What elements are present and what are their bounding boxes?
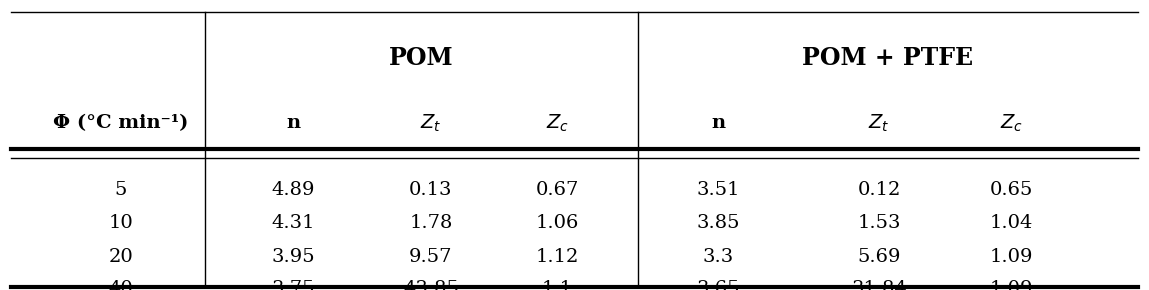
- Text: $Z_c$: $Z_c$: [1000, 113, 1023, 134]
- Text: 0.65: 0.65: [989, 181, 1033, 199]
- Text: 0.12: 0.12: [857, 181, 901, 199]
- Text: $Z_t$: $Z_t$: [869, 113, 889, 134]
- Text: 1.09: 1.09: [989, 280, 1033, 290]
- Text: 5.69: 5.69: [857, 248, 901, 266]
- Text: 1.12: 1.12: [535, 248, 579, 266]
- Text: 5: 5: [115, 181, 126, 199]
- Text: 1.53: 1.53: [857, 214, 901, 232]
- Text: 43.85: 43.85: [403, 280, 458, 290]
- Text: 9.57: 9.57: [409, 248, 453, 266]
- Text: 1.1: 1.1: [542, 280, 572, 290]
- Text: 40: 40: [108, 280, 133, 290]
- Text: 4.89: 4.89: [271, 181, 315, 199]
- Text: n: n: [711, 114, 725, 132]
- Text: n: n: [286, 114, 300, 132]
- Text: 3.85: 3.85: [696, 214, 740, 232]
- Text: 1.06: 1.06: [535, 214, 579, 232]
- Text: 3.65: 3.65: [696, 280, 740, 290]
- Text: 31.84: 31.84: [851, 280, 907, 290]
- Text: Φ (°C min⁻¹): Φ (°C min⁻¹): [53, 114, 188, 132]
- Text: 3.3: 3.3: [702, 248, 734, 266]
- Text: 3.75: 3.75: [271, 280, 315, 290]
- Text: 10: 10: [108, 214, 133, 232]
- Text: 1.04: 1.04: [989, 214, 1033, 232]
- Text: $Z_c$: $Z_c$: [546, 113, 569, 134]
- Text: 20: 20: [108, 248, 133, 266]
- Text: 1.78: 1.78: [409, 214, 453, 232]
- Text: 4.31: 4.31: [271, 214, 315, 232]
- Text: 3.51: 3.51: [696, 181, 740, 199]
- Text: 3.95: 3.95: [271, 248, 315, 266]
- Text: 1.09: 1.09: [989, 248, 1033, 266]
- Text: 0.67: 0.67: [535, 181, 579, 199]
- Text: $Z_t$: $Z_t$: [421, 113, 441, 134]
- Text: 0.13: 0.13: [409, 181, 453, 199]
- Text: POM: POM: [388, 46, 454, 70]
- Text: POM + PTFE: POM + PTFE: [802, 46, 973, 70]
